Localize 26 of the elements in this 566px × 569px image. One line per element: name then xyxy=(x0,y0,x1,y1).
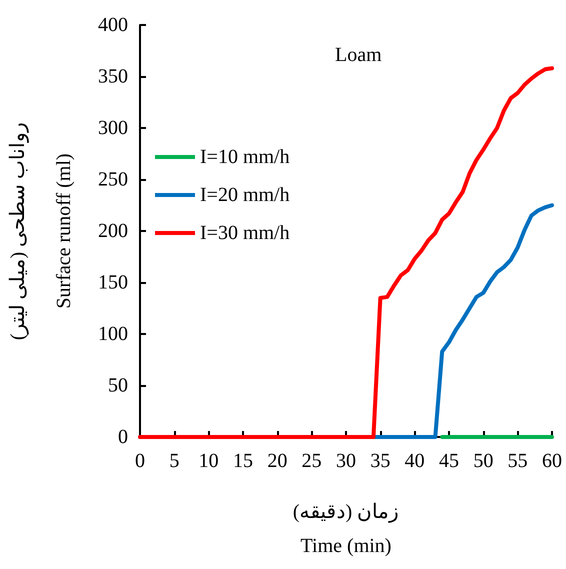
y-tick-label: 400 xyxy=(98,14,128,36)
x-tick-label: 35 xyxy=(370,450,390,472)
y-tick-label: 250 xyxy=(98,168,128,190)
text: Loam xyxy=(335,44,382,66)
x-tick-label: 50 xyxy=(473,450,494,472)
legend-label: I=10 mm/h xyxy=(200,146,290,168)
y-tick-label: 350 xyxy=(98,66,128,88)
y-tick-label: 150 xyxy=(98,272,128,294)
x-tick-label: 0 xyxy=(135,450,145,472)
y-tick-label: 0 xyxy=(118,426,128,448)
x-tick-label: 15 xyxy=(233,450,253,472)
x-tick-label: 55 xyxy=(508,450,528,472)
x-tick-label: 60 xyxy=(542,450,562,472)
legend-label: I=30 mm/h xyxy=(200,222,290,244)
y-tick-label: 50 xyxy=(108,374,128,396)
x-tick-label: 25 xyxy=(302,450,322,472)
y-tick-label: 100 xyxy=(98,323,128,345)
legend-label: I=20 mm/h xyxy=(200,184,290,206)
x-tick-label: 20 xyxy=(267,450,288,472)
x-tick-label: 10 xyxy=(198,450,219,472)
y-tick-label: 300 xyxy=(98,117,128,139)
x-tick-label: 40 xyxy=(404,450,425,472)
x-tick-label: 5 xyxy=(169,450,180,472)
x-tick-label: 45 xyxy=(439,450,459,472)
x-tick-label: 30 xyxy=(336,450,356,472)
y-tick-label: 200 xyxy=(98,220,128,242)
